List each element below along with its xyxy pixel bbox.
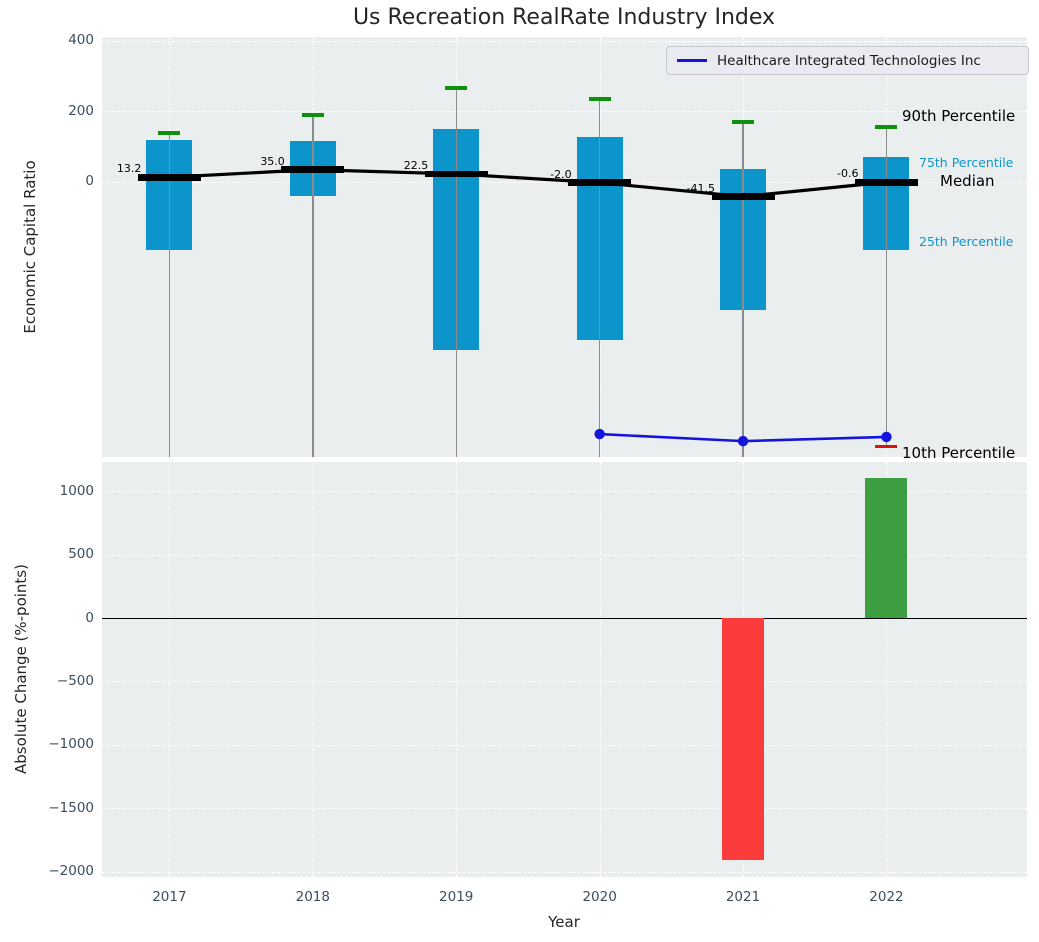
p25-annotation: 25th Percentile [919,234,1014,249]
median-annotation: Median [940,172,995,190]
p10-annotation: 10th Percentile [902,444,1016,462]
median-value-label-2019: 22.5 [403,159,429,172]
y-gridline [102,871,1027,873]
median-marker-2017 [137,173,201,181]
y-gridline [102,40,1027,42]
whisker-line-2020 [598,99,601,457]
y-gridline [102,744,1027,746]
top-ytick-400: 400 [68,32,94,49]
xtick-2018: 2018 [295,889,330,905]
y-gridline [102,554,1027,556]
legend-label: Healthcare Integrated Technologies Inc [717,52,981,69]
y-gridline [102,491,1027,493]
x-gridline [886,462,888,877]
whisker-line-2019 [455,88,457,457]
p10-cap-2022 [875,444,898,449]
change-bar-2022 [865,478,908,618]
whisker-line-2022 [885,126,888,447]
legend-line-sample-icon [677,59,707,62]
p90-cap-2022 [875,125,898,129]
bottom-ytick--2000: −2000 [48,863,94,880]
xtick-2022: 2022 [869,889,904,905]
x-gridline [312,462,314,877]
top-ytick-200: 200 [68,102,94,119]
company-marker-2022 [881,431,892,443]
x-axis-label: Year [548,913,580,931]
company-marker-2020 [594,428,605,440]
company-marker-2021 [737,435,749,447]
p90-cap-2018 [301,113,324,117]
change-bar-2021 [722,618,765,861]
p90-cap-2021 [732,120,755,124]
x-gridline [456,462,458,877]
whisker-line-2017 [168,132,171,457]
company-line-svg [594,428,892,447]
p90-annotation: 90th Percentile [902,107,1016,125]
median-marker-2021 [711,193,775,200]
x-gridline [169,462,171,877]
bottom-ytick-500: 500 [68,546,94,563]
median-value-label-2018: 35.0 [260,154,285,168]
whisker-line-2018 [312,114,314,457]
whisker-line-2021 [742,121,744,457]
bottom-ytick-0: 0 [85,609,94,626]
median-value-label-2022: -0.6 [836,167,859,181]
xtick-2019: 2019 [439,889,474,905]
y-gridline [102,111,1027,113]
page-title: Us Recreation RealRate Industry Index [352,5,776,30]
median-marker-2019 [424,170,488,178]
xtick-2020: 2020 [582,889,617,905]
bottom-ytick--500: −500 [56,672,94,689]
bottom-axes [102,462,1027,877]
p90-cap-2020 [588,97,611,101]
xtick-2021: 2021 [725,889,761,905]
median-marker-2018 [281,166,345,173]
legend: Healthcare Integrated Technologies Inc [666,46,1029,75]
zero-line [102,618,1027,619]
y-gridline [102,181,1027,183]
y-gridline [102,681,1027,683]
bottom-ytick--1000: −1000 [48,736,94,753]
median-marker-2020 [568,179,632,187]
x-gridline [599,462,601,877]
bottom-ytick-1000: 1000 [59,482,94,499]
median-value-label-2021: -41.5 [686,181,716,195]
top-ytick-0: 0 [85,173,94,190]
median-value-label-2017: 13.2 [116,162,142,176]
y-gridline [102,808,1027,810]
bottom-y-axis-label: Absolute Change (%-points) [12,564,30,774]
p90-cap-2019 [445,86,468,90]
median-marker-2022 [854,178,918,186]
p75-annotation: 75th Percentile [919,155,1014,170]
median-value-label-2020: -2.0 [550,167,572,181]
xtick-2017: 2017 [152,889,187,905]
bottom-ytick--1500: −1500 [48,799,94,816]
p90-cap-2017 [158,131,181,135]
top-axes: 13.2 35.0 22.5 -2.0 -41.5 -0.6 [102,37,1027,457]
